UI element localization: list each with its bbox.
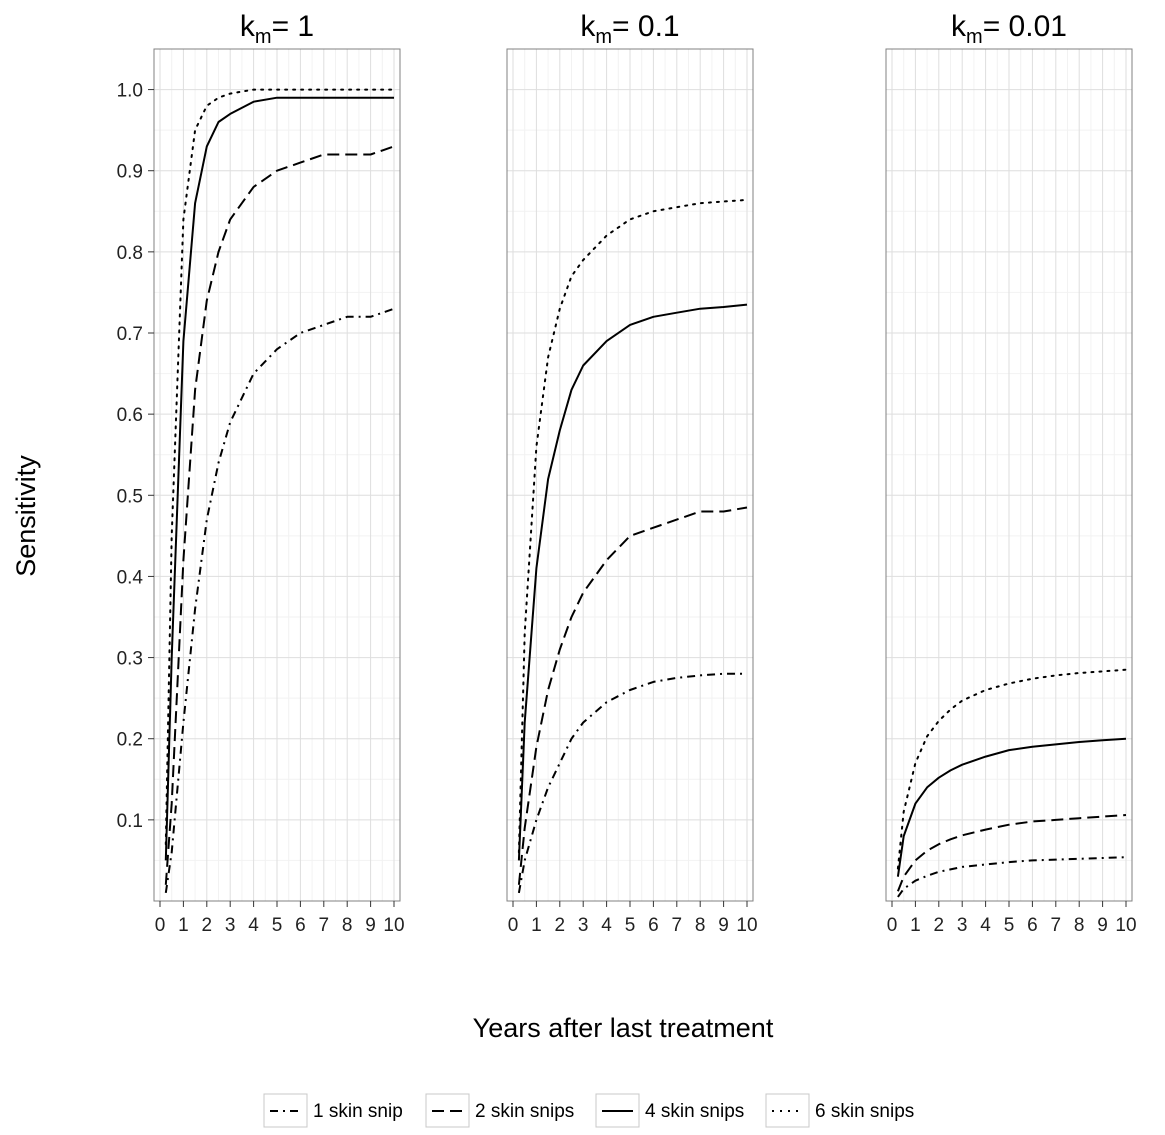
- series-line-2-skin-snips: [164, 145, 395, 885]
- panel-1: 0 1 2 3 4 5 6 7 8 9 10 0.1 0.2 0.3 0.4 0.5 0.6 0.7 0.8 0.9 1…: [117, 10, 405, 936]
- panel-title: km= 1: [240, 10, 314, 48]
- x-tick-label: 6: [295, 915, 306, 936]
- series-line-1-skin-snip: [164, 307, 395, 894]
- x-tick-label: 0: [155, 915, 166, 936]
- series-line-6-skin-snips: [164, 88, 395, 846]
- panels-layer: 0 1 2 3 4 5 6 7 8 9 100.10.20.30.40.50.60.70.80.91…: [117, 10, 1137, 936]
- x-tick-label: 3: [578, 915, 589, 936]
- y-tick-label: 0.2: [117, 730, 143, 751]
- panel-3: 0 1 2 3 4 5 6 7 8 9 10 km= 0.01: [885, 10, 1137, 936]
- x-tick-label: 5: [272, 915, 283, 936]
- legend-item: 2 skin snips: [425, 1093, 574, 1128]
- panel-title: km= 0.01: [951, 10, 1067, 48]
- x-tick-label: 8: [342, 915, 353, 936]
- y-tick-label: 0.4: [117, 567, 144, 588]
- y-tick-label: 0.7: [117, 324, 143, 345]
- series-line-6-skin-snips: [517, 198, 748, 854]
- x-tick-label: 0: [887, 915, 898, 936]
- y-tick-label: 0.8: [117, 243, 143, 264]
- series-line-2-skin-snips: [896, 814, 1127, 892]
- y-tick-label: 1.0: [117, 81, 143, 102]
- x-tick-label: 3: [225, 915, 236, 936]
- legend-label: 4 skin snips: [645, 1101, 744, 1122]
- x-tick-label: 7: [319, 915, 330, 936]
- series-line-2-skin-snips: [517, 506, 748, 885]
- x-tick-label: 2: [202, 915, 213, 936]
- y-tick-label: 0.6: [117, 405, 143, 426]
- x-tick-label: 9: [365, 915, 376, 936]
- x-tick-label: 7: [672, 915, 683, 936]
- series-line-4-skin-snips: [517, 303, 748, 861]
- x-tick-label: 1: [178, 915, 189, 936]
- x-tick-label: 0: [508, 915, 519, 936]
- x-tick-label: 6: [648, 915, 659, 936]
- legend-item: 6 skin snips: [765, 1093, 914, 1128]
- x-tick-label: 7: [1051, 915, 1062, 936]
- y-tick-label: 0.1: [117, 811, 143, 832]
- series-line-1-skin-snip: [897, 856, 1127, 898]
- legend-label: 2 skin snips: [475, 1101, 574, 1122]
- x-tick-label: 9: [1097, 915, 1108, 936]
- x-tick-label: 4: [601, 915, 612, 936]
- x-tick-label: 6: [1027, 915, 1038, 936]
- x-tick-label: 5: [625, 915, 636, 936]
- panel-2: 0 1 2 3 4 5 6 7 8 9 10 km= 0.1: [506, 10, 758, 936]
- x-tick-label: 4: [980, 915, 991, 936]
- x-tick-label: 10: [1115, 915, 1136, 936]
- x-tick-label: 9: [718, 915, 729, 936]
- legend: 1 skin snip 2 skin snips 4 skin snips 6 ski…: [263, 1093, 914, 1128]
- y-axis-title: Sensitivity: [11, 455, 41, 577]
- x-tick-label: 1: [531, 915, 542, 936]
- y-tick-label: 0.3: [117, 649, 143, 670]
- x-tick-label: 8: [695, 915, 706, 936]
- legend-item: 4 skin snips: [595, 1093, 744, 1128]
- series-line-4-skin-snips: [896, 737, 1127, 877]
- x-tick-label: 2: [555, 915, 566, 936]
- x-tick-label: 5: [1004, 915, 1015, 936]
- x-tick-label: 3: [957, 915, 968, 936]
- x-tick-label: 8: [1074, 915, 1085, 936]
- series-line-6-skin-snips: [896, 668, 1127, 870]
- x-axis-title: Years after last treatment: [473, 1013, 774, 1043]
- x-tick-label: 2: [934, 915, 945, 936]
- legend-label: 1 skin snip: [313, 1101, 403, 1122]
- series-line-4-skin-snips: [164, 96, 394, 861]
- x-tick-label: 10: [736, 915, 757, 936]
- y-tick-label: 0.5: [117, 486, 143, 507]
- series-line-1-skin-snip: [517, 672, 747, 894]
- x-tick-label: 4: [248, 915, 259, 936]
- legend-label: 6 skin snips: [815, 1101, 914, 1122]
- x-tick-label: 1: [910, 915, 921, 936]
- panel-title: km= 0.1: [580, 10, 679, 48]
- x-tick-label: 10: [383, 915, 404, 936]
- legend-item: 1 skin snip: [263, 1093, 403, 1128]
- y-tick-label: 0.9: [117, 162, 143, 183]
